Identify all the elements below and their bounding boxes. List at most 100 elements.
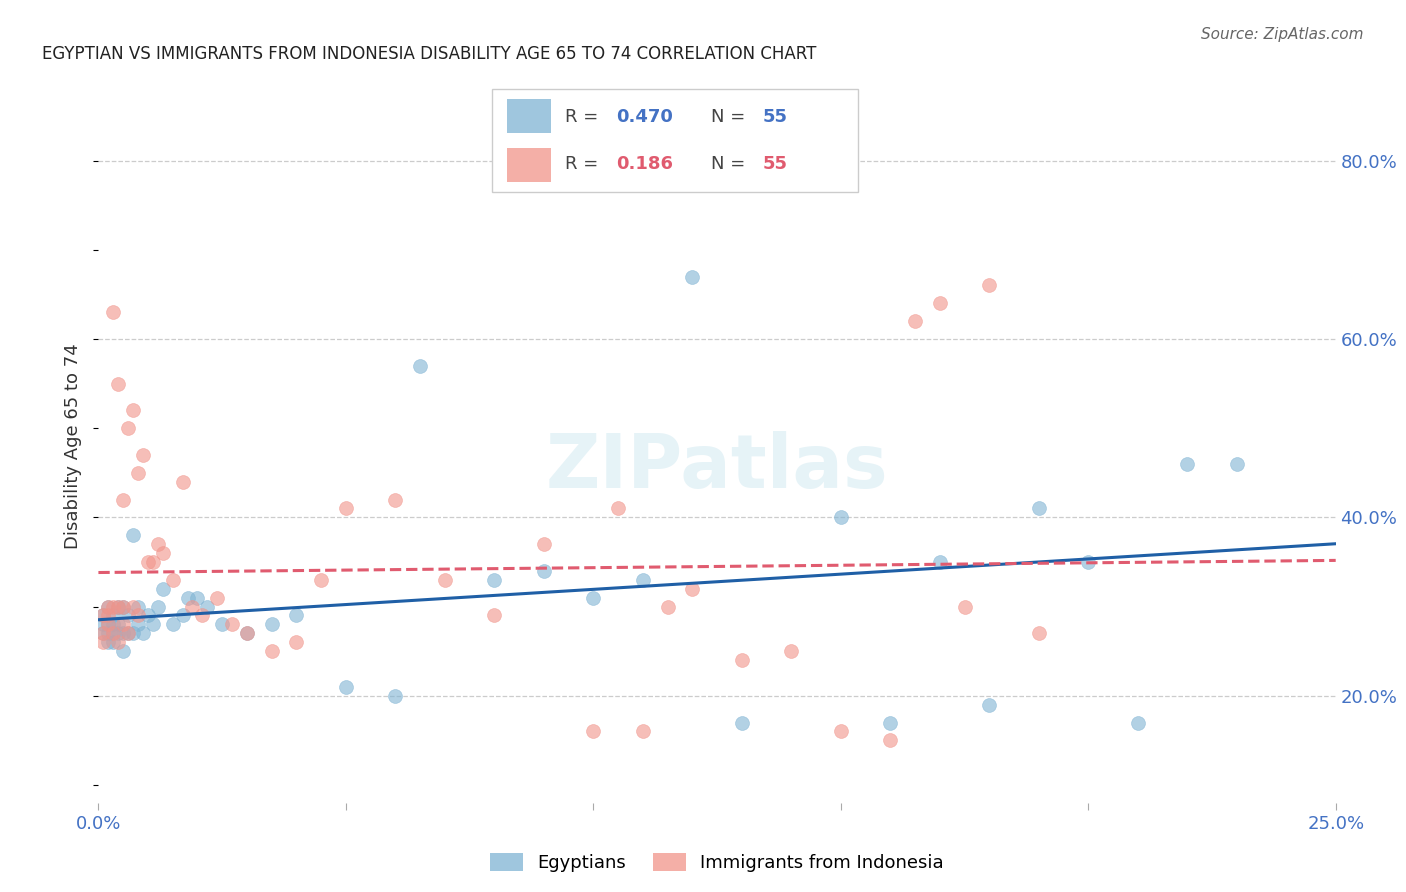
Point xyxy=(979,278,1001,293)
Point xyxy=(112,599,135,614)
Point xyxy=(433,573,456,587)
Point xyxy=(830,724,852,739)
Point xyxy=(107,635,129,649)
Point xyxy=(953,599,976,614)
Point xyxy=(112,492,135,507)
Point xyxy=(221,617,243,632)
Point xyxy=(97,608,120,623)
Point xyxy=(681,582,703,596)
Point xyxy=(335,501,357,516)
Point xyxy=(979,698,1001,712)
FancyBboxPatch shape xyxy=(506,148,551,181)
Point xyxy=(103,635,125,649)
Point xyxy=(93,617,115,632)
Point xyxy=(112,644,135,658)
Legend: Egyptians, Immigrants from Indonesia: Egyptians, Immigrants from Indonesia xyxy=(484,846,950,880)
Point xyxy=(97,617,120,632)
FancyBboxPatch shape xyxy=(492,89,858,192)
Text: 55: 55 xyxy=(762,155,787,173)
Point xyxy=(335,680,357,694)
Point xyxy=(186,591,208,605)
Point xyxy=(205,591,228,605)
Point xyxy=(484,573,506,587)
Point xyxy=(176,591,198,605)
Point xyxy=(152,582,174,596)
Point xyxy=(1028,501,1050,516)
Point xyxy=(879,715,901,730)
Point xyxy=(93,626,115,640)
Text: N =: N = xyxy=(711,108,751,126)
Point xyxy=(97,599,120,614)
Point xyxy=(107,617,129,632)
Point xyxy=(103,626,125,640)
Point xyxy=(146,537,169,551)
Point xyxy=(172,608,194,623)
Text: ZIPatlas: ZIPatlas xyxy=(546,431,889,504)
Point xyxy=(1226,457,1249,471)
Point xyxy=(657,599,679,614)
Point xyxy=(142,555,165,569)
Point xyxy=(533,564,555,578)
Point xyxy=(122,528,145,542)
Point xyxy=(607,501,630,516)
Point xyxy=(309,573,332,587)
Text: 0.470: 0.470 xyxy=(616,108,673,126)
Point xyxy=(136,608,159,623)
Point xyxy=(112,626,135,640)
Point xyxy=(117,608,139,623)
Text: Source: ZipAtlas.com: Source: ZipAtlas.com xyxy=(1201,27,1364,42)
Point xyxy=(928,555,950,569)
Point xyxy=(122,403,145,417)
Point xyxy=(117,626,139,640)
Point xyxy=(1077,555,1099,569)
Point xyxy=(195,599,218,614)
Text: R =: R = xyxy=(565,108,605,126)
Point xyxy=(484,608,506,623)
Point xyxy=(107,376,129,391)
Y-axis label: Disability Age 65 to 74: Disability Age 65 to 74 xyxy=(65,343,83,549)
Point xyxy=(93,608,115,623)
Point xyxy=(93,626,115,640)
Point xyxy=(830,510,852,524)
Point xyxy=(122,626,145,640)
Point xyxy=(122,599,145,614)
Point xyxy=(127,608,149,623)
Point xyxy=(631,724,654,739)
Point xyxy=(928,296,950,310)
Point xyxy=(103,305,125,319)
Point xyxy=(236,626,259,640)
Point xyxy=(384,689,406,703)
Point xyxy=(879,733,901,747)
Point xyxy=(103,608,125,623)
Point xyxy=(117,626,139,640)
Point xyxy=(107,626,129,640)
Point xyxy=(107,599,129,614)
Point xyxy=(93,635,115,649)
Point xyxy=(631,573,654,587)
Point xyxy=(97,626,120,640)
Point xyxy=(107,599,129,614)
Point xyxy=(236,626,259,640)
Text: 55: 55 xyxy=(762,108,787,126)
Point xyxy=(97,635,120,649)
Point xyxy=(285,635,308,649)
Point xyxy=(112,617,135,632)
Point xyxy=(191,608,214,623)
Point xyxy=(132,626,155,640)
Point xyxy=(681,269,703,284)
Point xyxy=(582,724,605,739)
Point xyxy=(127,466,149,480)
Point xyxy=(780,644,803,658)
Point xyxy=(103,617,125,632)
Point xyxy=(127,599,149,614)
Point xyxy=(384,492,406,507)
Text: R =: R = xyxy=(565,155,605,173)
Point xyxy=(117,421,139,435)
Point xyxy=(112,599,135,614)
Point xyxy=(162,573,184,587)
Point xyxy=(533,537,555,551)
Point xyxy=(1028,626,1050,640)
Point xyxy=(1175,457,1198,471)
Text: N =: N = xyxy=(711,155,751,173)
Point xyxy=(97,599,120,614)
